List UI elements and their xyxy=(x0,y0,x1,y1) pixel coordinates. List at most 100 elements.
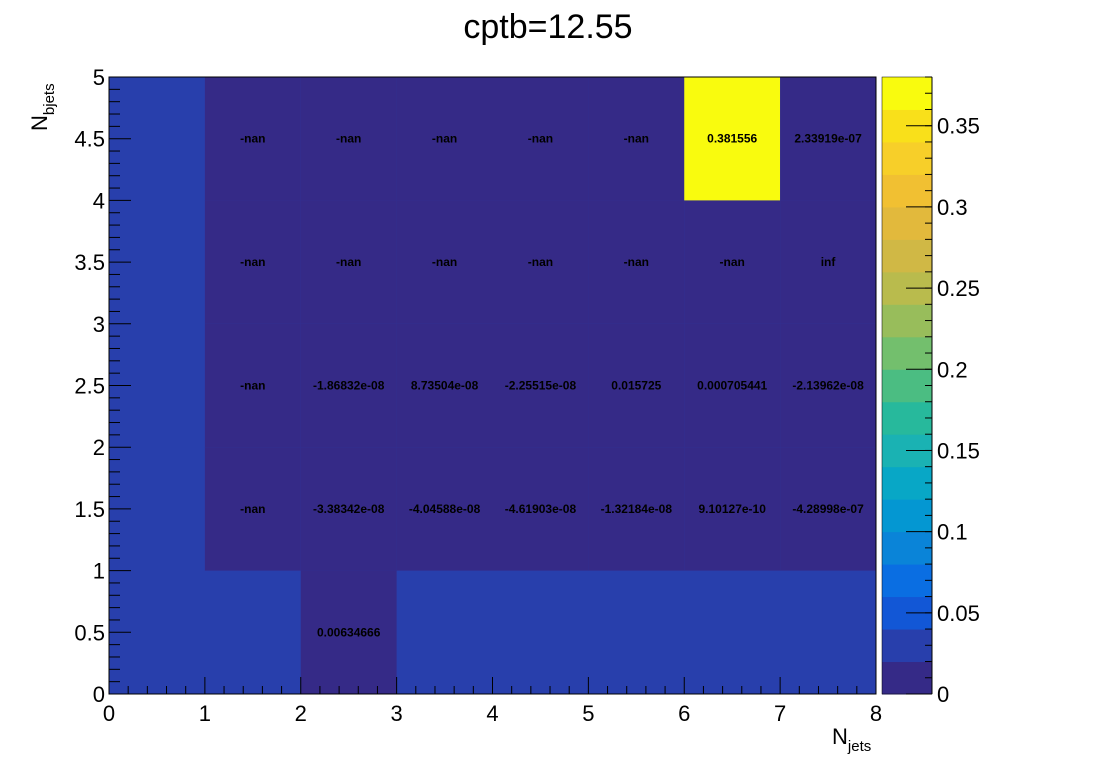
y-tick-label: 3.5 xyxy=(74,250,105,275)
heatmap-cell xyxy=(396,77,493,201)
colorbar: 0 0.05 0.1 0.15 0.2 0.25 0.3 0.35 xyxy=(881,76,980,707)
cell-value-label: -nan xyxy=(624,132,649,146)
heatmap-cell xyxy=(588,200,685,324)
colorbar-band xyxy=(882,499,932,533)
colorbar-band xyxy=(882,401,932,435)
cell-value-label: -2.25515e-08 xyxy=(505,379,577,393)
heatmap-cell xyxy=(684,323,781,448)
heatmap-cell xyxy=(300,447,397,571)
heatmap-cell xyxy=(588,77,685,201)
heatmap-cell xyxy=(780,447,876,571)
heatmap-cell xyxy=(204,200,301,324)
heatmap-cell xyxy=(492,200,589,324)
cell-value-label: -4.04588e-08 xyxy=(409,502,481,516)
y-tick-label: 1.5 xyxy=(74,497,105,522)
colorbar-band xyxy=(882,206,932,240)
y-tick-label: 0.5 xyxy=(74,620,105,645)
colorbar-band xyxy=(882,77,932,110)
cell-value-label: -nan xyxy=(240,379,265,393)
colorbar-band xyxy=(882,466,932,500)
cell-value-label: -nan xyxy=(528,255,553,269)
colorbar-band xyxy=(882,141,932,175)
colorbar-tick-label: 0.05 xyxy=(937,601,980,626)
y-tick-label: 2.5 xyxy=(74,374,105,399)
x-tick-label: 1 xyxy=(199,701,211,726)
heatmap-cell xyxy=(204,447,301,571)
y-tick-label: 4 xyxy=(93,188,105,213)
cell-value-label: 0.015725 xyxy=(611,379,661,393)
colorbar-tick-label: 0 xyxy=(937,682,949,707)
heatmap-cell xyxy=(684,77,781,201)
colorbar-band xyxy=(882,336,932,370)
cell-value-label: -nan xyxy=(240,502,265,516)
colorbar-tick-label: 0.2 xyxy=(937,357,968,382)
cell-value-label: 2.33919e-07 xyxy=(794,132,862,146)
cell-value-label: -nan xyxy=(528,132,553,146)
heatmap-cell xyxy=(588,447,685,571)
x-tick-label: 0 xyxy=(103,701,115,726)
heatmap-cell xyxy=(780,200,876,324)
cell-value-label: -nan xyxy=(336,132,361,146)
colorbar-tick-label: 0.15 xyxy=(937,438,980,463)
colorbar-band xyxy=(882,564,932,598)
heatmap-cell xyxy=(684,200,781,324)
cell-value-label: -nan xyxy=(624,255,649,269)
y-axis-label: Nbjets xyxy=(27,83,58,131)
y-tick-label: 2 xyxy=(93,435,105,460)
y-tick-label: 3 xyxy=(93,312,105,337)
y-tick-label: 5 xyxy=(93,65,105,90)
x-tick-label: 3 xyxy=(391,701,403,726)
heatmap-cell xyxy=(492,77,589,201)
cell-value-label: -nan xyxy=(336,255,361,269)
heatmap-cell xyxy=(204,77,301,201)
plot-area: 0.00634666 -nan -3.38342e-08 -4.04588e-08 -4… xyxy=(109,77,876,694)
colorbar-band xyxy=(882,531,932,565)
heatmap-cell xyxy=(300,570,397,694)
cell-value-label: 9.10127e-10 xyxy=(698,502,766,516)
heatmap-cell xyxy=(300,77,397,201)
heatmap-cell xyxy=(492,323,589,448)
axes: 0 1 2 3 4 5 6 7 8 0 0.5 1 1.5 2 2.5 3 3.5 4 4.5 5 xyxy=(74,65,882,726)
colorbar-band xyxy=(882,174,932,208)
heatmap-cell xyxy=(300,323,397,448)
heatmap-cell xyxy=(396,323,493,448)
colorbar-band xyxy=(882,239,932,273)
cell-value-label: -nan xyxy=(720,255,745,269)
cell-value-label: -1.32184e-08 xyxy=(601,502,673,516)
colorbar-tick-label: 0.35 xyxy=(937,114,980,139)
colorbar-band xyxy=(882,661,932,695)
x-tick-label: 5 xyxy=(582,701,594,726)
heatmap-cell xyxy=(588,323,685,448)
x-tick-label: 4 xyxy=(486,701,498,726)
cell-value-label: -nan xyxy=(240,132,265,146)
cell-value-label: 8.73504e-08 xyxy=(411,379,479,393)
x-tick-label: 2 xyxy=(295,701,307,726)
x-axis-label: Njets xyxy=(832,724,871,755)
heatmap-cell xyxy=(684,447,781,571)
cell-value-label: -2.13962e-08 xyxy=(792,379,864,393)
cell-value-label: -nan xyxy=(432,132,457,146)
x-tick-label: 8 xyxy=(870,701,882,726)
heatmap-cell xyxy=(396,200,493,324)
cell-value-label: -nan xyxy=(240,255,265,269)
cell-value-label: -3.38342e-08 xyxy=(313,502,385,516)
x-tick-label: 6 xyxy=(678,701,690,726)
colorbar-tick-label: 0.1 xyxy=(937,520,968,545)
cell-value-label: 0.381556 xyxy=(707,132,757,146)
y-tick-label: 4.5 xyxy=(74,127,105,152)
colorbar-band xyxy=(882,629,932,663)
cell-value-label: -4.61903e-08 xyxy=(505,502,577,516)
y-tick-label: 1 xyxy=(93,559,105,584)
colorbar-tick-label: 0.25 xyxy=(937,276,980,301)
cell-value-label: -nan xyxy=(432,255,457,269)
cell-value-label: -1.86832e-08 xyxy=(313,379,385,393)
colorbar-band xyxy=(882,304,932,338)
chart-title: cptb=12.55 xyxy=(463,8,632,46)
heatmap-cell xyxy=(300,200,397,324)
cell-value-label: 0.000705441 xyxy=(697,379,767,393)
heatmap-cell xyxy=(492,447,589,571)
cell-value-label: 0.00634666 xyxy=(317,625,381,639)
heatmap-cell xyxy=(780,77,876,201)
cell-value-label: -4.28998e-07 xyxy=(792,502,864,516)
